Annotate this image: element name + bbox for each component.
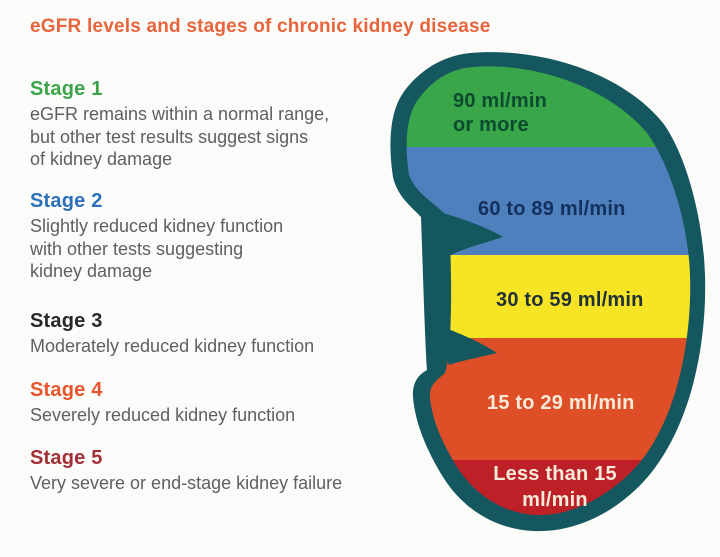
stage-section-1: Stage 1 eGFR remains within a normal ran… bbox=[30, 78, 400, 171]
kidney-icon bbox=[390, 52, 706, 532]
stage-section-2: Stage 2 Slightly reduced kidney function… bbox=[30, 190, 400, 283]
stage-description: Severely reduced kidney function bbox=[30, 405, 296, 425]
page-title: eGFR levels and stages of chronic kidney… bbox=[30, 16, 491, 37]
kidney-diagram bbox=[385, 45, 715, 545]
stage-description: Slightly reduced kidney function with ot… bbox=[30, 216, 284, 281]
stage-label: Stage 5 bbox=[30, 447, 103, 469]
band-label-90-or-more: 90 ml/min or more bbox=[453, 90, 548, 136]
stage-description: Moderately reduced kidney function bbox=[30, 336, 315, 356]
stage-label: Stage 2 bbox=[30, 190, 103, 212]
band-label-60-89: 60 to 89 ml/min bbox=[478, 198, 626, 220]
band-label-15-29: 15 to 29 ml/min bbox=[487, 392, 635, 414]
stage-label: Stage 1 bbox=[30, 78, 103, 100]
hilum-upper-spur bbox=[442, 213, 503, 257]
stage-label: Stage 3 bbox=[30, 310, 103, 332]
stage-section-3: Stage 3 Moderately reduced kidney functi… bbox=[30, 310, 400, 358]
band-label-30-59: 30 to 59 ml/min bbox=[496, 289, 644, 311]
stage-section-4: Stage 4 Severely reduced kidney function bbox=[30, 379, 400, 427]
stage-section-5: Stage 5 Very severe or end-stage kidney … bbox=[30, 447, 400, 495]
band-rect-stage3 bbox=[406, 255, 691, 338]
stage-label: Stage 4 bbox=[30, 379, 103, 401]
stage-description: eGFR remains within a normal range, but … bbox=[30, 104, 330, 169]
hilum-lower-spur bbox=[444, 328, 497, 365]
stage-description: Very severe or end-stage kidney failure bbox=[30, 473, 343, 493]
band-label-less-than-15: Less than 15 ml/min bbox=[493, 463, 617, 511]
